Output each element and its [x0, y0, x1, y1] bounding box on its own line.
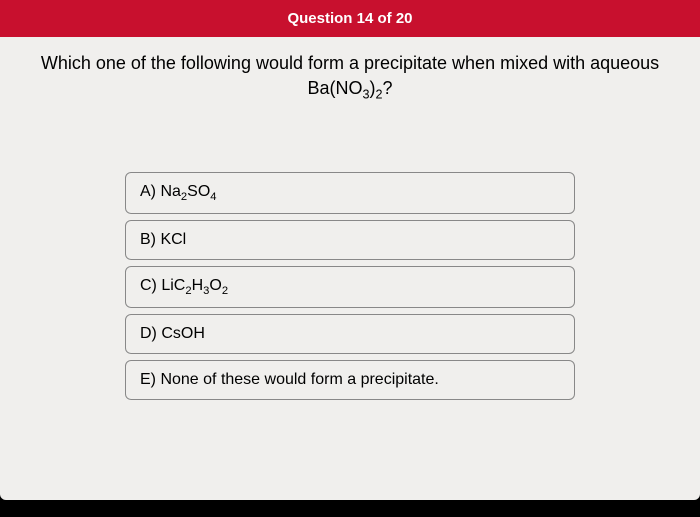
- question-formula: Ba(NO3)2?: [20, 78, 680, 102]
- question-counter: Question 14 of 20: [287, 10, 412, 27]
- quiz-container: Question 14 of 20 Which one of the follo…: [0, 0, 700, 500]
- option-b[interactable]: B) KCl: [125, 220, 575, 260]
- option-a[interactable]: A) Na2SO4: [125, 172, 575, 214]
- option-letter: C): [140, 277, 157, 294]
- option-d[interactable]: D) CsOH: [125, 314, 575, 354]
- option-e[interactable]: E) None of these would form a precipitat…: [125, 360, 575, 400]
- option-label: LiC2H3O2: [161, 277, 228, 294]
- option-letter: A): [140, 183, 156, 200]
- option-letter: B): [140, 231, 156, 248]
- question-text: Which one of the following would form a …: [20, 51, 680, 76]
- option-label: Na2SO4: [160, 183, 216, 200]
- question-header: Question 14 of 20: [0, 0, 700, 37]
- option-c[interactable]: C) LiC2H3O2: [125, 266, 575, 308]
- option-label: CsOH: [161, 325, 205, 342]
- option-label: None of these would form a precipitate.: [160, 371, 438, 388]
- option-letter: D): [140, 325, 157, 342]
- option-letter: E): [140, 371, 156, 388]
- options-list: A) Na2SO4 B) KCl C) LiC2H3O2 D) CsOH E) …: [125, 172, 575, 400]
- question-area: Which one of the following would form a …: [0, 37, 700, 112]
- option-label: KCl: [160, 231, 186, 248]
